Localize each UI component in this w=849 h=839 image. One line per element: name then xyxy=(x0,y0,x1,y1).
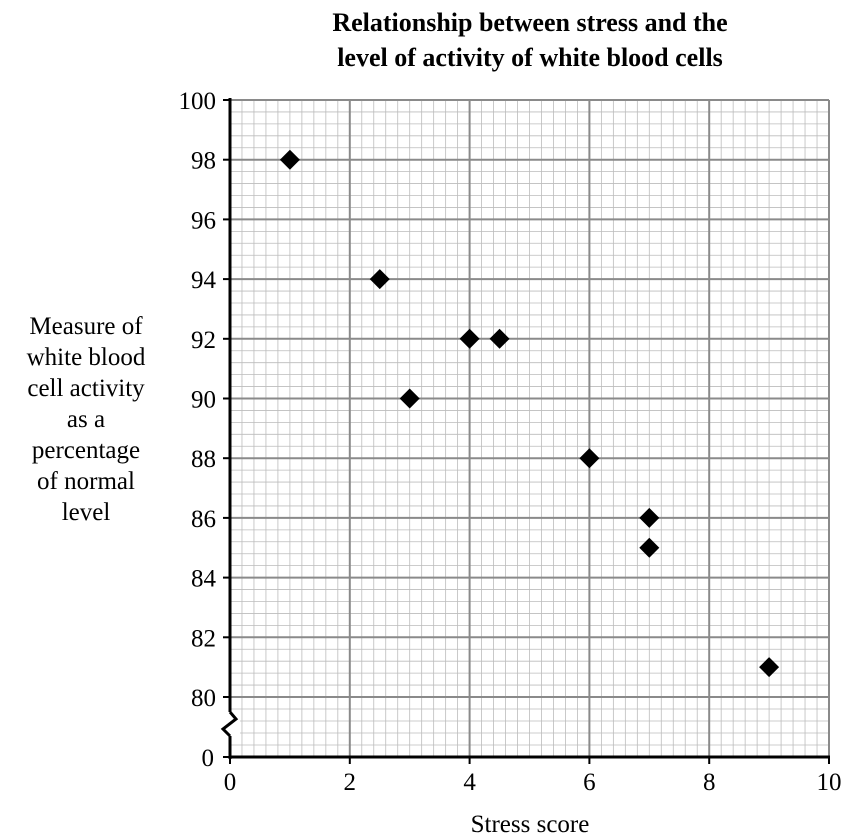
x-tick-label: 8 xyxy=(703,769,716,796)
y-tick-label: 84 xyxy=(191,566,217,593)
chart-title-line-1: Relationship between stress and the xyxy=(332,8,727,37)
y-tick-label: 90 xyxy=(191,387,216,414)
x-tick-label: 10 xyxy=(817,769,842,796)
y-axis-label-line: as a xyxy=(67,406,105,433)
x-axis-label: Stress score xyxy=(471,811,590,838)
y-tick-label: 82 xyxy=(191,625,216,652)
y-origin-label: 0 xyxy=(202,745,215,772)
minor-gridlines xyxy=(230,100,829,757)
y-tick-label: 94 xyxy=(191,267,217,294)
chart-title: Relationship between stress and the leve… xyxy=(332,8,727,72)
axis-break-mark xyxy=(220,711,239,738)
data-point xyxy=(639,507,660,528)
axes xyxy=(220,98,830,764)
y-axis-label: Measure of white blood cell activity as a pe… xyxy=(27,313,146,526)
y-axis-label-line: white blood xyxy=(27,344,146,371)
data-point xyxy=(369,269,390,290)
data-point xyxy=(759,657,780,678)
y-tick-label: 80 xyxy=(191,685,216,712)
y-axis-label-line: cell activity xyxy=(27,375,145,402)
chart-title-line-2: level of activity of white blood cells xyxy=(337,43,723,72)
y-axis-label-line: Measure of xyxy=(29,313,143,340)
data-point xyxy=(639,537,660,558)
y-axis-label-line: of normal xyxy=(37,468,135,495)
data-point xyxy=(579,448,600,469)
y-tick-label: 92 xyxy=(191,327,216,354)
data-point xyxy=(399,388,420,409)
data-point xyxy=(279,149,300,170)
y-tick-label: 98 xyxy=(191,148,216,175)
y-tick-labels: 80 82 84 86 88 90 92 94 96 98 100 xyxy=(179,88,217,712)
y-tick-label: 86 xyxy=(191,506,216,533)
y-axis-label-line: percentage xyxy=(32,437,140,464)
y-tick-label: 96 xyxy=(191,207,216,234)
x-tick-label: 4 xyxy=(463,769,476,796)
x-tick-label: 6 xyxy=(583,769,596,796)
y-tick-label: 100 xyxy=(179,88,217,115)
x-tick-label: 0 xyxy=(224,769,237,796)
y-tick-label: 88 xyxy=(191,446,216,473)
data-points xyxy=(279,149,780,678)
data-point xyxy=(459,328,480,349)
y-axis-label-line: level xyxy=(62,499,111,526)
x-tick-labels: 0 2 4 6 8 10 xyxy=(224,769,842,796)
data-point xyxy=(489,328,510,349)
major-gridlines xyxy=(230,99,830,757)
x-tick-label: 2 xyxy=(344,769,357,796)
